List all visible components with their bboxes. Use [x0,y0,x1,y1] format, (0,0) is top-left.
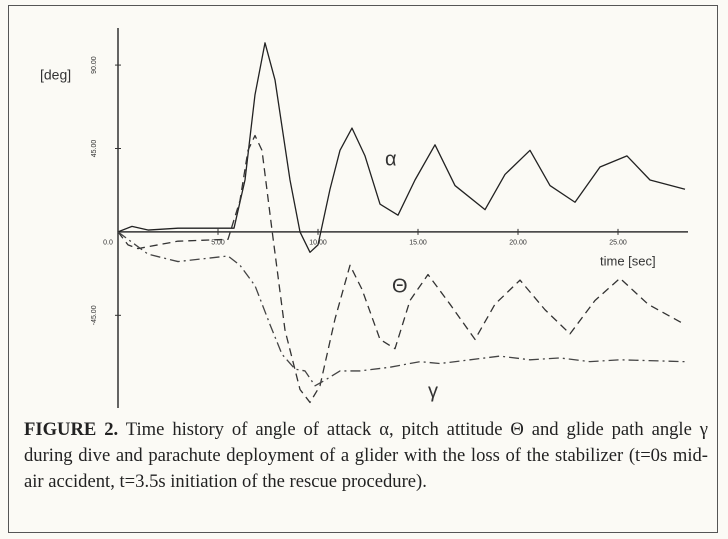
caption-label: FIGURE 2. [24,419,119,440]
figure-frame [8,5,718,533]
y-tick-label: 90.00 [91,56,98,74]
caption-text: Time history of angle of attack α, pitch… [24,419,708,492]
series-line [117,42,686,253]
x-tick-label: 20.00 [509,240,527,247]
series-label: α [385,148,397,170]
series-label: γ [428,380,438,402]
x-tick-label: 15.00 [409,240,427,247]
series-line [117,231,686,387]
x-axis-label: time [sec] [600,253,656,268]
series-label: Θ [392,275,408,297]
x-tick-label: 5.00 [211,240,225,247]
y-tick-label: -45.00 [91,305,98,325]
caption: FIGURE 2. Time history of angle of attac… [24,417,708,495]
x-tick-label: 0.0 [103,240,113,247]
y-tick-label: 45.00 [91,140,98,158]
series-line [117,134,686,404]
y-axis-label: [deg] [40,67,71,83]
x-tick-label: 25.00 [609,240,627,247]
